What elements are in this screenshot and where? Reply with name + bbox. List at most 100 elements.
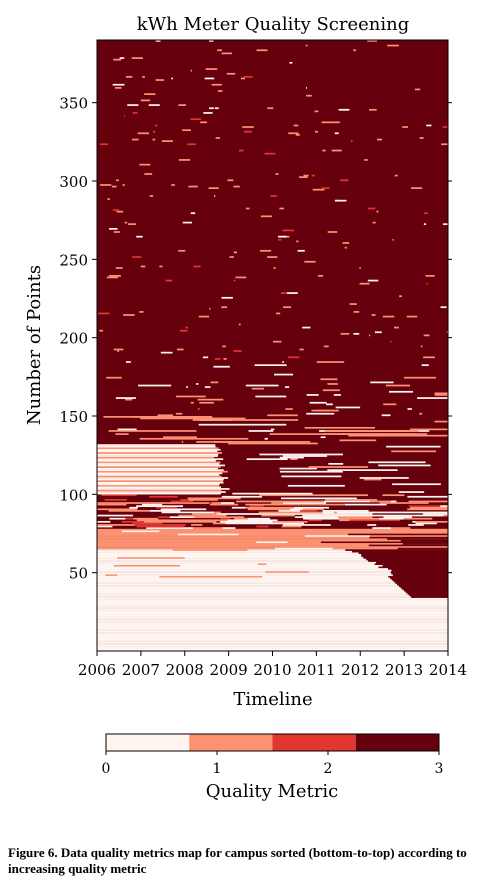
- heatmap-cell: [97, 567, 389, 570]
- heatmap-cell: [97, 531, 448, 534]
- heatmap-cell: [221, 495, 262, 498]
- heatmap-cell: [363, 557, 448, 559]
- heatmap-cell: [97, 597, 448, 600]
- heatmap-cell: [197, 398, 224, 401]
- heatmap-cell: [415, 522, 437, 525]
- heatmap-cell: [97, 578, 392, 581]
- heatmap-cell: [286, 494, 331, 497]
- heatmap-cell: [290, 458, 298, 461]
- heatmap-cell: [258, 503, 302, 506]
- heatmap-cell: [365, 514, 402, 517]
- heatmap-cell: [132, 256, 142, 258]
- heatmap-cell: [385, 384, 411, 387]
- heatmap-cell: [405, 591, 448, 594]
- y-tick-label: 350: [59, 95, 88, 113]
- heatmap-cell: [140, 99, 151, 102]
- heatmap-cell: [339, 439, 377, 442]
- heatmap-cell: [283, 306, 292, 309]
- heatmap-cell: [368, 334, 371, 337]
- heatmap-cell: [415, 520, 448, 523]
- heatmap-cell: [271, 502, 284, 504]
- heatmap-cell: [300, 522, 305, 525]
- heatmap-cell: [391, 578, 448, 581]
- heatmap-cell: [363, 478, 382, 481]
- heatmap-cell: [220, 517, 231, 520]
- heatmap-cell: [358, 552, 448, 555]
- heatmap-cell: [221, 502, 235, 504]
- heatmap-cell: [97, 553, 362, 556]
- heatmap-cell: [97, 547, 448, 550]
- heatmap-cell: [204, 520, 217, 523]
- heatmap-cell: [372, 527, 392, 529]
- heatmap-cell: [382, 564, 448, 567]
- heatmap-cell: [238, 323, 241, 326]
- heatmap-cell: [103, 416, 213, 418]
- heatmap-cell: [419, 137, 424, 139]
- heatmap-cell: [312, 188, 325, 191]
- heatmap-cell: [342, 469, 343, 471]
- heatmap-cell: [97, 542, 448, 545]
- heatmap-cell: [279, 470, 343, 473]
- heatmap-cell: [366, 558, 448, 561]
- heatmap-cell: [390, 577, 448, 580]
- heatmap-cell: [381, 414, 391, 417]
- heatmap-cell: [267, 414, 298, 417]
- heatmap-cell: [349, 519, 400, 522]
- heatmap-cell: [202, 356, 209, 359]
- heatmap-cell: [254, 364, 287, 367]
- heatmap-cell: [97, 602, 448, 605]
- heatmap-cell: [104, 499, 127, 501]
- heatmap-cell: [434, 392, 448, 395]
- heatmap-cell: [306, 87, 308, 89]
- heatmap-cell: [441, 143, 448, 146]
- heatmap-cell: [280, 292, 286, 294]
- heatmap-cell: [97, 624, 448, 627]
- heatmap-cell: [394, 174, 398, 177]
- heatmap-cell: [97, 613, 448, 616]
- heatmap-cell: [227, 519, 278, 522]
- heatmap-cell: [308, 519, 322, 522]
- heatmap-cell: [97, 627, 448, 630]
- heatmap-cell: [136, 505, 183, 508]
- heatmap-cell: [97, 536, 448, 539]
- heatmap-cell: [229, 256, 234, 258]
- heatmap-cell: [261, 514, 295, 517]
- heatmap-cell: [361, 553, 448, 556]
- heatmap-cell: [403, 517, 433, 520]
- heatmap-cell: [144, 173, 153, 175]
- heatmap-cell: [352, 550, 448, 553]
- heatmap-cell: [368, 544, 448, 547]
- heatmap-cell: [361, 555, 448, 558]
- heatmap-cell: [377, 138, 382, 141]
- heatmap-cell: [97, 566, 379, 569]
- heatmap-cell: [115, 179, 119, 182]
- heatmap-cell: [347, 533, 448, 536]
- heatmap-cell: [136, 235, 143, 238]
- heatmap-cell: [397, 583, 448, 586]
- heatmap-cell: [209, 307, 211, 310]
- heatmap-cell: [279, 467, 317, 470]
- heatmap-cell: [99, 329, 104, 332]
- heatmap-cell: [256, 49, 268, 52]
- heatmap-cell: [175, 395, 206, 398]
- x-tick-label: 2012: [341, 661, 379, 679]
- heatmap-cell: [142, 76, 145, 78]
- heatmap-cell: [407, 495, 448, 498]
- heatmap-cell: [309, 401, 327, 404]
- heatmap-cell: [284, 513, 339, 515]
- heatmap-cell: [171, 77, 174, 80]
- heatmap-cell: [97, 608, 448, 611]
- heatmap-cell: [97, 555, 362, 558]
- heatmap-cell: [122, 184, 125, 186]
- heatmap-cell: [269, 433, 332, 435]
- heatmap-cell: [275, 547, 333, 550]
- heatmap-cell: [211, 83, 222, 86]
- heatmap-cell: [424, 212, 428, 215]
- heatmap-cell: [209, 40, 214, 42]
- heatmap-cell: [178, 159, 191, 161]
- heatmap-cell: [139, 437, 249, 440]
- heatmap-cell: [97, 520, 111, 523]
- heatmap-cell: [368, 461, 426, 464]
- heatmap-cell: [176, 348, 184, 351]
- heatmap-cell: [227, 179, 234, 182]
